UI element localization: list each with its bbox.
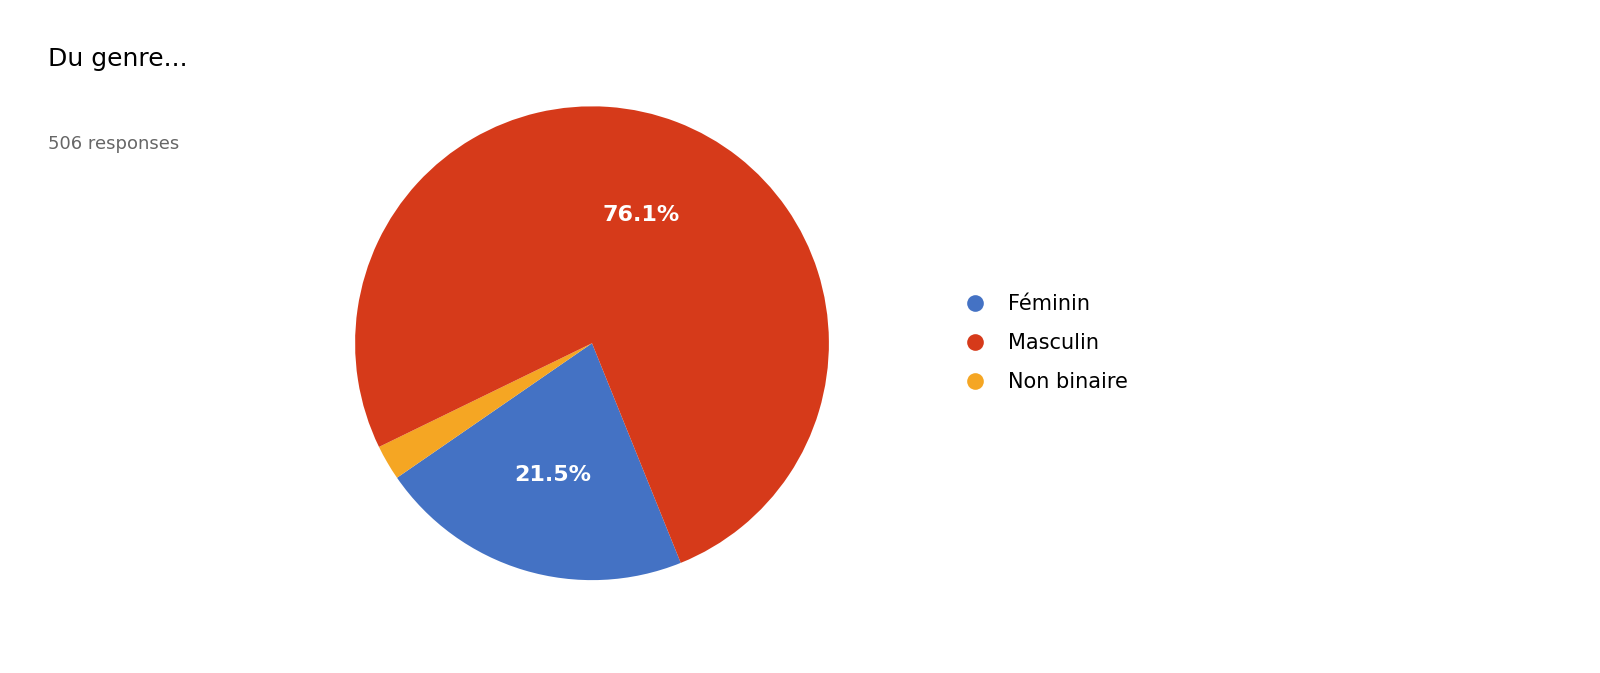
Text: 76.1%: 76.1% <box>603 205 680 225</box>
Wedge shape <box>397 343 680 580</box>
Text: Du genre...: Du genre... <box>48 47 187 71</box>
Wedge shape <box>355 106 829 563</box>
Text: 21.5%: 21.5% <box>514 465 590 485</box>
Text: 506 responses: 506 responses <box>48 135 179 153</box>
Legend: Féminin, Masculin, Non binaire: Féminin, Masculin, Non binaire <box>946 286 1136 400</box>
Wedge shape <box>379 343 592 478</box>
